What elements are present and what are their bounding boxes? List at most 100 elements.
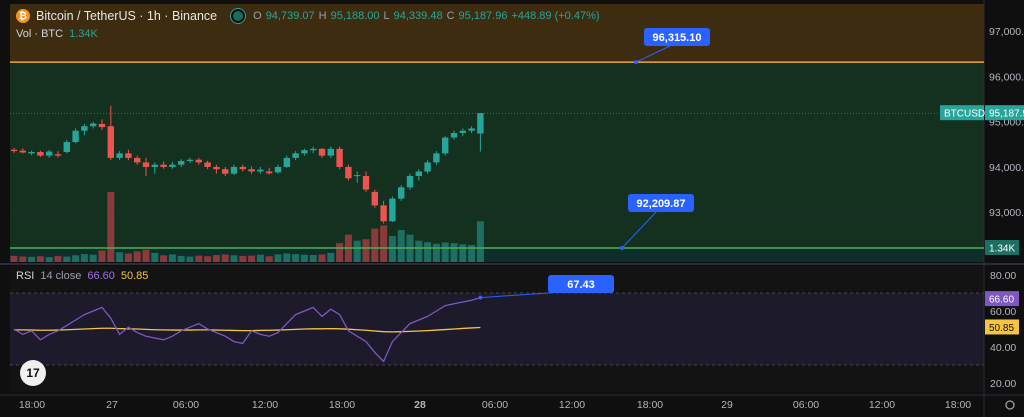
rsi-value: 66.60 bbox=[87, 270, 115, 282]
volume-bar bbox=[54, 255, 62, 262]
candle-body bbox=[19, 150, 26, 153]
candle-body bbox=[107, 126, 114, 158]
rsi-legend[interactable]: RSI 14 close 66.60 50.85 bbox=[16, 270, 148, 282]
rsi-tick-label: 60.00 bbox=[990, 306, 1016, 318]
volume-bar bbox=[476, 221, 484, 262]
rsi-ma-tag-text: 50.85 bbox=[989, 323, 1014, 334]
candle-body bbox=[63, 142, 70, 153]
market-status-icon bbox=[231, 9, 246, 23]
candle-body bbox=[169, 164, 176, 167]
volume-tag-text: 1.34K bbox=[989, 243, 1015, 254]
symbol-legend[interactable]: ₿ Bitcoin / TetherUS · 1h · Binance O 94,… bbox=[16, 8, 600, 24]
ohlc-values: O 94,739.07 H 95,188.00 L 94,339.48 C 95,187… bbox=[253, 10, 599, 22]
volume-bar bbox=[116, 252, 124, 262]
volume-bar bbox=[98, 250, 106, 262]
candle-body bbox=[398, 187, 405, 199]
candle-body bbox=[222, 169, 229, 174]
volume-bar bbox=[300, 254, 308, 262]
rsi-tick-label: 20.00 bbox=[990, 378, 1016, 390]
lower-level-label-anchor bbox=[620, 245, 624, 250]
rsi-callout-text: 67.43 bbox=[567, 279, 595, 291]
lower-level-label-box bbox=[628, 194, 694, 212]
candle-body bbox=[371, 191, 378, 206]
current-price-tag-box bbox=[985, 105, 1024, 121]
time-tick-label: 18:00 bbox=[19, 399, 45, 411]
time-tick-label: 06:00 bbox=[482, 399, 508, 411]
candle-body bbox=[134, 157, 141, 163]
price-tick-label: 95,000.00 bbox=[989, 117, 1024, 129]
range-zone bbox=[10, 62, 984, 248]
volume-bar bbox=[248, 255, 256, 262]
candle-body bbox=[213, 166, 220, 170]
symbol-tag-box bbox=[940, 105, 984, 121]
price-tick-label: 97,000.00 bbox=[989, 26, 1024, 38]
volume-bar bbox=[432, 243, 440, 262]
rsi-value-tag-text: 66.60 bbox=[989, 295, 1014, 306]
candle-body bbox=[81, 126, 88, 131]
time-tick-label: 18:00 bbox=[329, 399, 355, 411]
candle-body bbox=[160, 164, 167, 167]
volume-bar bbox=[28, 256, 36, 262]
candle-body bbox=[468, 128, 475, 131]
volume-bar bbox=[371, 228, 379, 262]
volume-bar bbox=[380, 225, 388, 262]
low-value: 94,339.48 bbox=[393, 10, 443, 22]
rsi-params: 14 close bbox=[40, 270, 82, 282]
candle-body bbox=[46, 151, 53, 156]
candle-body bbox=[195, 159, 202, 163]
candle-body bbox=[37, 152, 44, 156]
settings-gear-icon[interactable] bbox=[1005, 400, 1015, 410]
volume-bar bbox=[353, 240, 361, 262]
volume-bar bbox=[186, 256, 194, 262]
close-key: C bbox=[446, 10, 455, 22]
candle-body bbox=[125, 153, 132, 158]
lower-level-label-pointer bbox=[621, 209, 659, 249]
volume-bar bbox=[107, 192, 115, 262]
candle-body bbox=[239, 166, 246, 170]
candle-body bbox=[116, 153, 123, 158]
volume-bar bbox=[441, 242, 449, 262]
candle-body bbox=[450, 133, 458, 138]
volume-bar bbox=[142, 249, 150, 262]
candle-body bbox=[204, 162, 211, 167]
candle-body bbox=[318, 148, 326, 156]
price-tick-label: 96,000.00 bbox=[989, 71, 1024, 83]
volume-bar bbox=[239, 255, 247, 262]
time-tick-label: 12:00 bbox=[869, 399, 895, 411]
high-key: H bbox=[318, 10, 327, 22]
rsi-band bbox=[10, 293, 984, 365]
low-key: L bbox=[383, 10, 390, 22]
candle-body bbox=[274, 166, 282, 173]
volume-bar bbox=[292, 254, 300, 262]
time-tick-label: 06:00 bbox=[173, 399, 199, 411]
volume-bar bbox=[63, 256, 71, 262]
volume-bar bbox=[204, 256, 212, 262]
candle-body bbox=[28, 152, 35, 154]
candle-body bbox=[362, 176, 370, 190]
volume-bar bbox=[221, 254, 229, 262]
candle-body bbox=[151, 164, 158, 167]
symbol-title[interactable]: Bitcoin / TetherUS · 1h · Binance bbox=[36, 9, 218, 23]
volume-bar bbox=[160, 255, 168, 262]
candle-body bbox=[230, 166, 238, 174]
volume-legend[interactable]: Vol · BTC 1.34K bbox=[16, 28, 98, 40]
volume-bar bbox=[124, 253, 132, 262]
time-tick-label: 29 bbox=[721, 399, 733, 411]
volume-bar bbox=[318, 254, 326, 262]
volume-tag-box bbox=[985, 239, 1019, 255]
candle-body bbox=[459, 130, 466, 133]
volume-bar bbox=[424, 242, 432, 262]
rsi-value-tag-box bbox=[985, 291, 1019, 307]
tradingview-logo-icon[interactable]: 17 bbox=[20, 360, 46, 386]
candle-body bbox=[54, 154, 62, 156]
candle-body bbox=[98, 123, 106, 128]
volume-bar bbox=[265, 256, 273, 262]
candle-body bbox=[310, 148, 317, 151]
candle-body bbox=[257, 169, 264, 172]
time-tick-label: 27 bbox=[106, 399, 118, 411]
rsi-line bbox=[13, 297, 481, 363]
volume-bar bbox=[36, 256, 44, 262]
candle-body bbox=[186, 159, 194, 162]
volume-bar bbox=[388, 236, 396, 262]
